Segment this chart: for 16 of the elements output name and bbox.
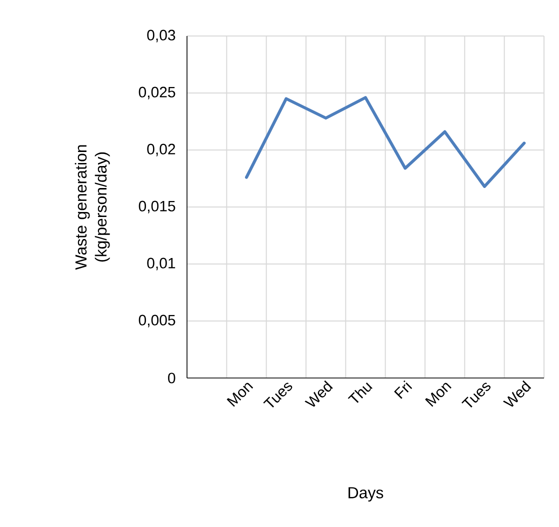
y-tick-label: 0,005	[138, 314, 176, 328]
x-tick-label: Tues	[263, 382, 292, 408]
y-tick-label: 0,025	[138, 86, 176, 100]
x-tick-label: Mon	[226, 382, 254, 407]
x-tick-label: Thu	[348, 382, 372, 403]
y-tick-label: 0,02	[147, 144, 176, 156]
x-axis-title: Days	[348, 487, 384, 502]
y-tick-label: 0,01	[147, 258, 176, 270]
y-tick-label: 0,03	[147, 30, 176, 42]
y-axis-title: Waste generation (kg/person/day)	[74, 145, 110, 270]
x-tick-label: Mon	[425, 382, 452, 407]
y-tick-label: 0,015	[138, 200, 176, 214]
x-tick-label: Tues	[462, 382, 491, 408]
y-tick-label: 0	[168, 372, 176, 384]
x-tick-label: Fri	[394, 380, 412, 399]
line-series	[245, 96, 526, 188]
